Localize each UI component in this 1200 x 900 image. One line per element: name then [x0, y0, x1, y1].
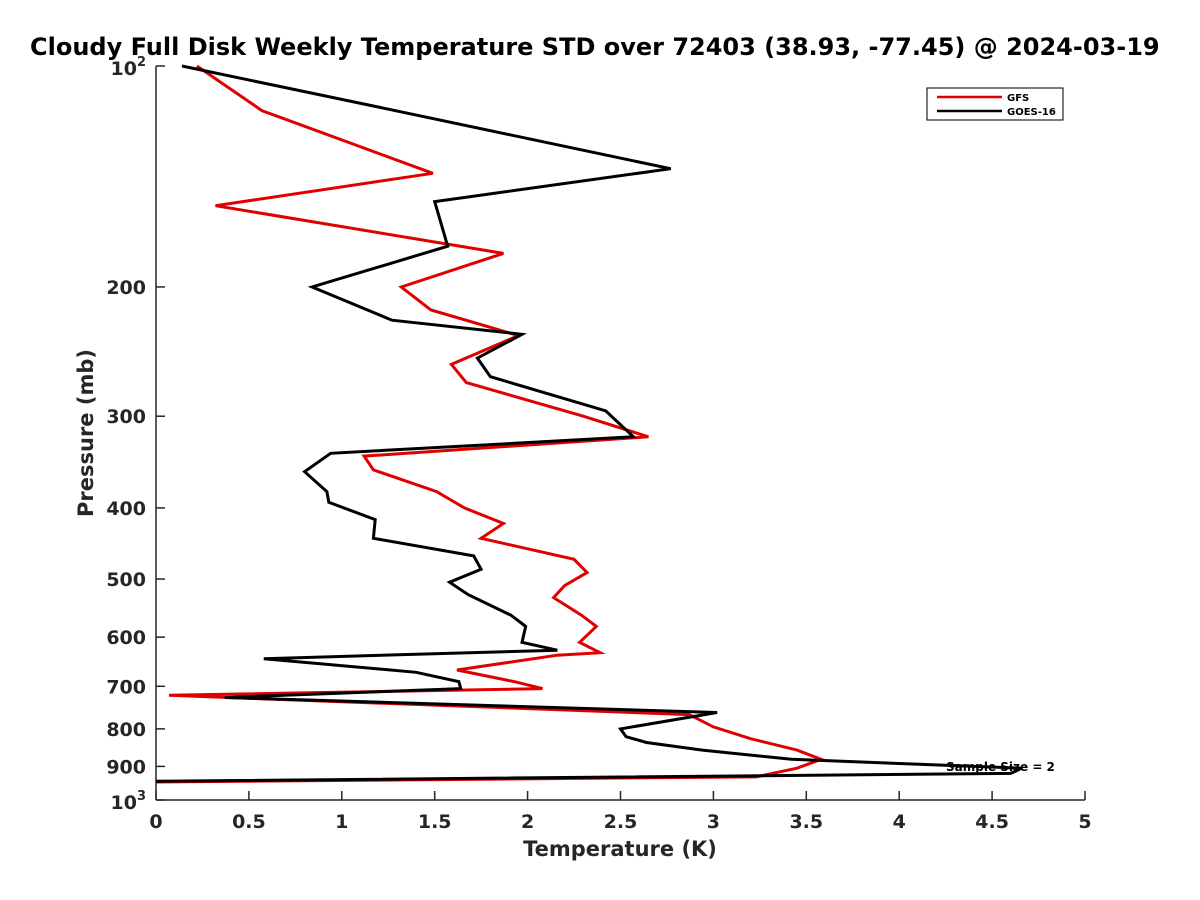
- y-tick-label: 800: [106, 719, 146, 741]
- x-tick-label: 3.5: [789, 811, 823, 833]
- y-axis-label: Pressure (mb): [74, 349, 98, 517]
- y-tick-label: 900: [106, 756, 146, 778]
- x-tick-label: 1.5: [418, 811, 452, 833]
- x-tick-label: 4: [893, 811, 906, 833]
- legend-label: GFS: [1007, 93, 1029, 104]
- legend: GFS GOES-16: [926, 87, 1064, 121]
- x-tick-label: 5: [1078, 811, 1091, 833]
- x-tick-label: 1: [335, 811, 348, 833]
- y-tick-label: 600: [106, 627, 146, 649]
- y-tick-label: 200: [106, 277, 146, 299]
- y-tick-label: 300: [106, 406, 146, 428]
- legend-label: GOES-16: [1007, 107, 1056, 118]
- legend-box: [926, 87, 1064, 121]
- y-tick-label: 400: [106, 498, 146, 520]
- x-tick-label: 0: [149, 811, 162, 833]
- x-tick-label: 0.5: [232, 811, 266, 833]
- x-axis-label: Temperature (K): [523, 837, 717, 861]
- x-tick-label: 2: [521, 811, 534, 833]
- series-line-gfs: [155, 64, 826, 784]
- plot-area: 0 0.5 1 1.5 2 2.5 3 3.5 4 4.5 5 10 2200300400500600…: [106, 55, 1091, 833]
- x-tick-label: 4.5: [975, 811, 1009, 833]
- x-tick-label: 3: [707, 811, 720, 833]
- series-line-goes-16: [155, 64, 1023, 783]
- y-tick-label-exponent: 2: [137, 55, 146, 70]
- x-tick-label: 2.5: [604, 811, 638, 833]
- sample-size-annotation: Sample Size = 2: [946, 760, 1055, 774]
- legend-entries: GFS GOES-16: [937, 93, 1056, 118]
- y-tick-label-base: 10: [111, 58, 137, 80]
- x-axis-ticks: 0 0.5 1 1.5 2 2.5 3 3.5 4 4.5 5: [149, 791, 1092, 833]
- y-tick-label: 700: [106, 676, 146, 698]
- chart-title: Cloudy Full Disk Weekly Temperature STD …: [30, 33, 1160, 61]
- y-tick-label: 500: [106, 569, 146, 591]
- series-layer: [155, 64, 1023, 784]
- y-tick-label-exponent: 3: [137, 789, 146, 804]
- y-tick-label-base: 10: [111, 792, 137, 814]
